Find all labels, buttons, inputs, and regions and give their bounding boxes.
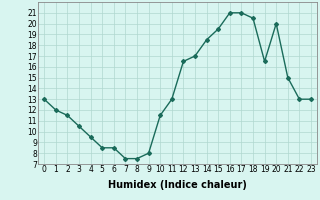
X-axis label: Humidex (Indice chaleur): Humidex (Indice chaleur) bbox=[108, 180, 247, 190]
